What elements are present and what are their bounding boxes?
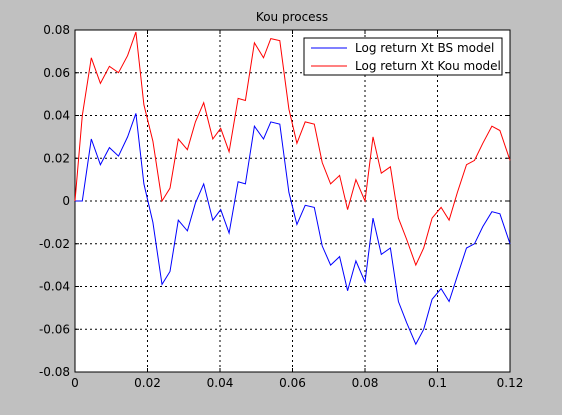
legend: Log return Xt BS model Log return Xt Kou … [303,37,503,76]
x-tick-label: 0.02 [134,376,161,390]
chart-title: Kou process [256,10,328,24]
y-tick-label: 0.06 [43,66,70,80]
series-lines [74,31,511,346]
x-tick-label: 0 [71,376,79,390]
ticks: 0 0.02 0.04 0.06 0.08 0.1 0.12 -0.08 -0.06 -0.04 -… [39,23,523,390]
x-tick-label: 0.1 [428,376,447,390]
x-tick-label: 0.08 [352,376,379,390]
legend-box [303,37,503,76]
y-tick-label: 0.04 [43,109,70,123]
series-line-2 [74,31,511,267]
x-tick-label: 0.12 [497,376,524,390]
y-tick-label: -0.08 [39,365,70,379]
series-line-1 [75,113,511,346]
x-tick-label: 0.06 [279,376,306,390]
y-tick-label: 0.02 [43,151,70,165]
y-tick-label: -0.06 [39,322,70,336]
legend-label-1: Log return Xt BS model [355,41,494,55]
x-tick-label: 0.04 [207,376,234,390]
y-tick-label: 0.08 [43,23,70,37]
y-tick-label: -0.02 [39,237,70,251]
y-tick-label: 0 [62,194,70,208]
legend-label-2: Log return Xt Kou model [355,59,501,73]
y-tick-label: -0.04 [39,280,70,294]
